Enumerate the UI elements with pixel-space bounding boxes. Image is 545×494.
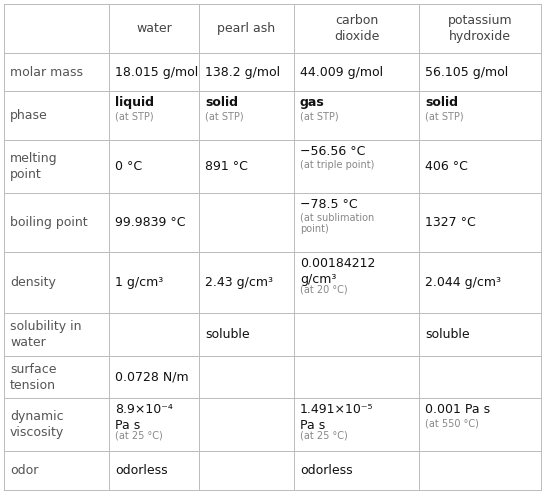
Text: (at STP): (at STP)	[300, 111, 338, 121]
Text: 1327 °C: 1327 °C	[425, 216, 476, 229]
Text: 2.044 g/cm³: 2.044 g/cm³	[425, 276, 501, 289]
Text: 0.001 Pa s: 0.001 Pa s	[425, 404, 490, 416]
Text: 1 g/cm³: 1 g/cm³	[115, 276, 164, 289]
Text: −56.56 °C: −56.56 °C	[300, 145, 365, 158]
Text: boiling point: boiling point	[10, 216, 88, 229]
Text: 406 °C: 406 °C	[425, 160, 468, 173]
Text: (at 20 °C): (at 20 °C)	[300, 284, 348, 294]
Text: density: density	[10, 276, 56, 289]
Text: (at 25 °C): (at 25 °C)	[300, 431, 348, 441]
Text: 0.00184212
g/cm³: 0.00184212 g/cm³	[300, 257, 376, 286]
Text: soluble: soluble	[425, 328, 470, 341]
Text: (at triple point): (at triple point)	[300, 160, 374, 170]
Text: 138.2 g/mol: 138.2 g/mol	[205, 66, 280, 79]
Text: surface
tension: surface tension	[10, 363, 57, 392]
Text: odor: odor	[10, 464, 38, 477]
Text: potassium
hydroxide: potassium hydroxide	[447, 14, 512, 43]
Text: water: water	[136, 22, 172, 35]
Text: solid: solid	[205, 96, 238, 110]
Text: odorless: odorless	[300, 464, 353, 477]
Text: molar mass: molar mass	[10, 66, 83, 79]
Text: dynamic
viscosity: dynamic viscosity	[10, 411, 64, 440]
Text: soluble: soluble	[205, 328, 250, 341]
Text: (at STP): (at STP)	[115, 111, 154, 121]
Text: gas: gas	[300, 96, 325, 110]
Text: odorless: odorless	[115, 464, 168, 477]
Text: (at 550 °C): (at 550 °C)	[425, 418, 479, 428]
Text: (at sublimation
point): (at sublimation point)	[300, 213, 374, 234]
Text: 0 °C: 0 °C	[115, 160, 142, 173]
Text: (at 25 °C): (at 25 °C)	[115, 431, 163, 441]
Text: 1.491×10⁻⁵
Pa s: 1.491×10⁻⁵ Pa s	[300, 404, 373, 432]
Text: −78.5 °C: −78.5 °C	[300, 198, 358, 211]
Text: liquid: liquid	[115, 96, 154, 110]
Text: (at STP): (at STP)	[205, 111, 244, 121]
Text: carbon
dioxide: carbon dioxide	[334, 14, 379, 43]
Text: 56.105 g/mol: 56.105 g/mol	[425, 66, 508, 79]
Text: solid: solid	[425, 96, 458, 110]
Text: pearl ash: pearl ash	[217, 22, 276, 35]
Text: 2.43 g/cm³: 2.43 g/cm³	[205, 276, 273, 289]
Text: 0.0728 N/m: 0.0728 N/m	[115, 370, 189, 384]
Text: phase: phase	[10, 109, 48, 123]
Text: 44.009 g/mol: 44.009 g/mol	[300, 66, 383, 79]
Text: solubility in
water: solubility in water	[10, 320, 82, 349]
Text: 8.9×10⁻⁴
Pa s: 8.9×10⁻⁴ Pa s	[115, 404, 173, 432]
Text: (at STP): (at STP)	[425, 111, 464, 121]
Text: 891 °C: 891 °C	[205, 160, 248, 173]
Text: melting
point: melting point	[10, 152, 58, 181]
Text: 18.015 g/mol: 18.015 g/mol	[115, 66, 198, 79]
Text: 99.9839 °C: 99.9839 °C	[115, 216, 185, 229]
